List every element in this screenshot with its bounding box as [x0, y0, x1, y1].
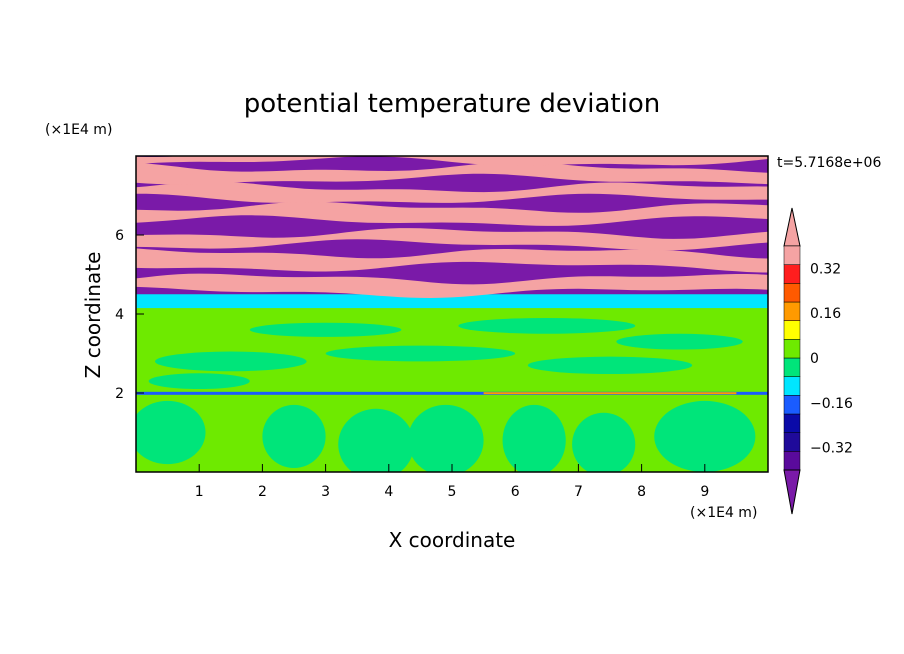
x-tick-label-8: 8 — [637, 484, 646, 500]
colorbar — [783, 207, 801, 515]
colorbar-label-4: −0.32 — [810, 441, 853, 457]
x-tick-label-2: 2 — [258, 484, 267, 500]
y-unit-label: (×1E4 m) — [45, 122, 112, 138]
colorbar-seg-11 — [783, 245, 801, 265]
colorbar-bottom-arrow — [783, 469, 801, 515]
time-label: t=5.7168e+06 — [777, 155, 881, 171]
x-axis-label: X coordinate — [389, 528, 516, 552]
cell-10 — [249, 322, 402, 337]
cell-12 — [148, 373, 250, 390]
colorbar-seg-3 — [783, 395, 801, 415]
cell-11 — [458, 317, 636, 334]
colorbar-seg-5 — [783, 357, 801, 377]
cell-1 — [262, 404, 326, 469]
colorbar-seg-4 — [783, 376, 801, 396]
pink-layer-2 — [136, 228, 768, 251]
cell-0 — [136, 400, 206, 465]
colorbar-seg-10 — [783, 264, 801, 284]
colorbar-seg-1 — [783, 432, 801, 452]
cell-9 — [527, 356, 693, 375]
pink-layer-3 — [136, 201, 768, 226]
x-tick-label-3: 3 — [321, 484, 330, 500]
y-tick-label-4: 4 — [115, 307, 124, 323]
colorbar-label-2: 0 — [810, 351, 819, 367]
cell-8 — [325, 345, 516, 362]
colorbar-seg-0 — [783, 451, 801, 471]
pink-layer-4 — [136, 181, 768, 203]
chart-title: potential temperature deviation — [244, 89, 660, 119]
pink-layer-6 — [136, 156, 768, 166]
streak-orange — [483, 392, 737, 395]
cell-5 — [572, 412, 636, 472]
x-tick-label-5: 5 — [448, 484, 457, 500]
cyan-band — [136, 292, 768, 309]
colorbar-label-1: 0.16 — [810, 306, 841, 322]
colorbar-label-0: 0.32 — [810, 261, 841, 277]
contour-field — [136, 156, 768, 472]
x-tick-label-7: 7 — [574, 484, 583, 500]
y-tick-label-2: 2 — [115, 386, 124, 402]
pink-layer-5 — [136, 162, 768, 185]
x-axis-ticks: 1 2 3 4 5 6 7 8 9 — [195, 464, 709, 500]
y-axis-ticks: 2 4 6 — [115, 228, 144, 402]
colorbar-label-3: −0.16 — [810, 396, 853, 412]
cell-2 — [338, 408, 415, 472]
colorbar-seg-6 — [783, 339, 801, 359]
cell-7 — [154, 351, 307, 372]
pink-layer-0 — [136, 273, 768, 298]
x-tick-label-9: 9 — [700, 484, 709, 500]
colorbar-labels: 0.32 0.16 0 −0.16 −0.32 — [810, 261, 853, 456]
colorbar-seg-2 — [783, 413, 801, 433]
cell-6 — [654, 400, 756, 472]
colorbar-seg-7 — [783, 320, 801, 340]
colorbar-seg-9 — [783, 283, 801, 303]
y-tick-label-6: 6 — [115, 228, 124, 244]
x-tick-label-1: 1 — [195, 484, 204, 500]
cell-4 — [502, 404, 566, 472]
streak-blue — [136, 391, 768, 395]
x-tick-label-6: 6 — [511, 484, 520, 500]
pink-layer-1 — [136, 248, 768, 273]
cell-13 — [616, 333, 743, 350]
y-axis-label: Z coordinate — [81, 252, 105, 379]
cell-3 — [407, 404, 484, 472]
colorbar-top-arrow — [783, 207, 801, 247]
x-tick-label-4: 4 — [384, 484, 393, 500]
x-unit-label: (×1E4 m) — [690, 505, 757, 521]
colorbar-seg-8 — [783, 301, 801, 321]
